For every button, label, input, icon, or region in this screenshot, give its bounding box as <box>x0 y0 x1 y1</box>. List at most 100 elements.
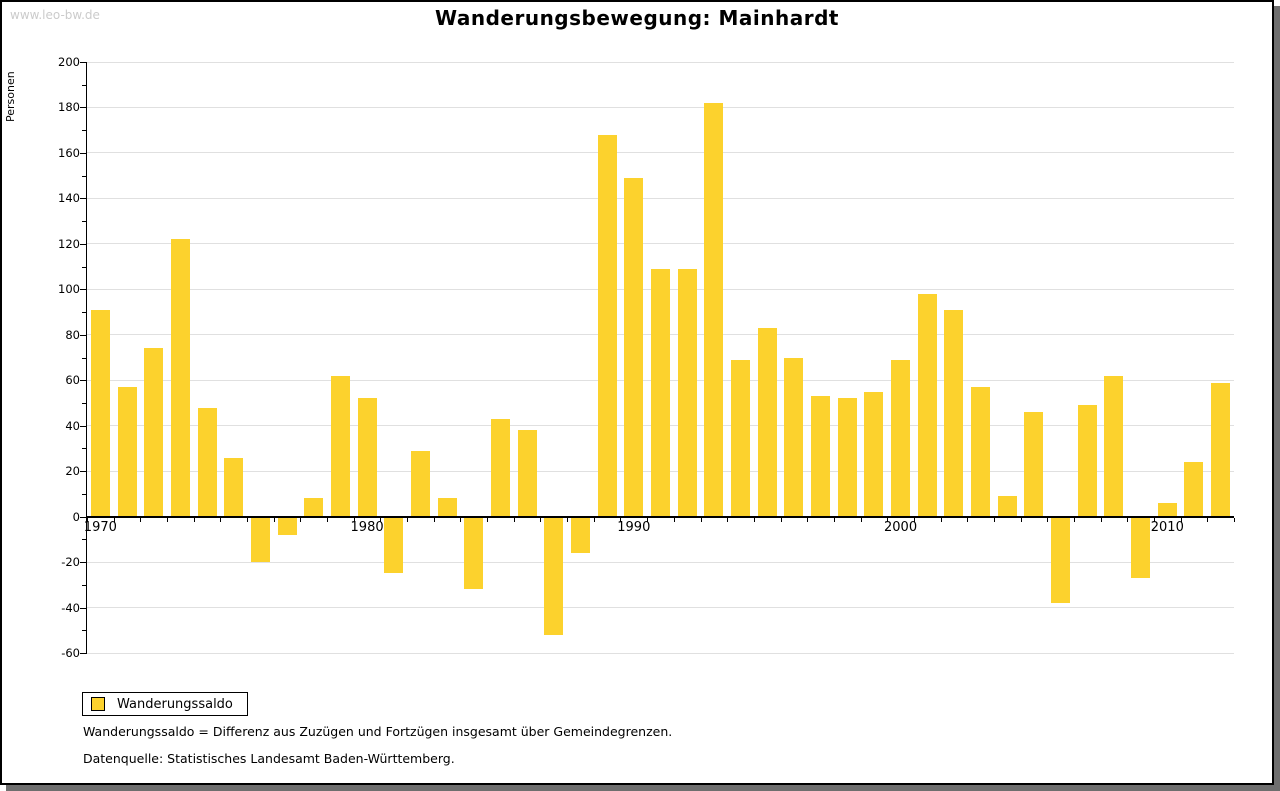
y-tick <box>80 607 86 609</box>
x-tick <box>87 517 88 522</box>
x-tick <box>380 517 382 522</box>
legend-label: Wanderungssaldo <box>117 696 233 712</box>
y-tick <box>80 471 86 473</box>
bar <box>224 457 244 517</box>
x-tick <box>727 517 729 522</box>
y-minor-tick <box>82 584 86 586</box>
y-minor-tick <box>82 130 86 132</box>
bar <box>1211 382 1231 517</box>
y-tick <box>80 62 86 63</box>
x-tick <box>780 517 782 522</box>
y-tick-label: 200 <box>58 55 80 69</box>
x-tick <box>1073 517 1075 522</box>
y-tick <box>80 653 86 654</box>
y-tick-label: 120 <box>58 236 80 251</box>
plot-area: 1970 1980 1990 2000 2010 <box>84 61 1235 654</box>
x-tick <box>300 517 302 522</box>
x-tick <box>673 517 675 522</box>
x-tick <box>273 517 275 522</box>
x-tick <box>647 517 649 522</box>
bar <box>384 516 404 574</box>
x-tick <box>913 517 915 522</box>
bar <box>677 268 697 517</box>
y-minor-tick <box>82 312 86 314</box>
y-tick <box>80 380 86 382</box>
x-tick <box>540 517 542 522</box>
x-tick <box>700 517 702 522</box>
y-tick <box>80 152 86 154</box>
gridline <box>87 243 1234 245</box>
bar <box>277 516 297 535</box>
bar <box>464 516 484 590</box>
x-tick-label: 1990 <box>617 519 651 535</box>
y-axis-title: Personen <box>4 71 17 122</box>
x-tick <box>860 517 862 522</box>
x-tick-label: 2000 <box>884 519 918 535</box>
bar <box>891 359 911 517</box>
bar <box>784 357 804 517</box>
y-tick <box>80 107 86 109</box>
bar <box>864 391 884 517</box>
y-tick-label: 140 <box>58 191 80 206</box>
bar <box>90 309 110 517</box>
y-minor-tick <box>82 84 86 86</box>
x-tick <box>460 517 462 522</box>
watermark: www.leo-bw.de <box>10 8 100 22</box>
bar <box>437 498 457 517</box>
bar <box>597 134 617 517</box>
x-tick <box>353 517 355 522</box>
gridline <box>87 197 1234 199</box>
gridline <box>87 607 1234 609</box>
gridline <box>87 152 1234 154</box>
bar <box>1051 516 1071 603</box>
x-tick <box>140 517 142 522</box>
x-tick <box>1207 517 1209 522</box>
x-axis-line <box>87 515 1234 518</box>
x-tick <box>220 517 222 522</box>
y-axis-line <box>86 62 87 654</box>
x-tick <box>753 517 755 522</box>
x-tick <box>1127 517 1129 522</box>
bar <box>1131 516 1151 578</box>
y-tick <box>80 562 86 564</box>
chart-title: Wanderungsbewegung: Mainhardt <box>435 6 839 30</box>
bar <box>197 407 217 517</box>
x-tick <box>1020 517 1022 522</box>
y-tick <box>80 425 86 427</box>
bar <box>971 387 991 517</box>
x-tick <box>513 517 515 522</box>
bar <box>357 398 377 517</box>
gridline <box>87 652 1234 654</box>
bar <box>757 327 777 517</box>
y-minor-tick <box>82 539 86 541</box>
y-tick <box>80 516 86 518</box>
bar <box>624 177 644 517</box>
bar <box>117 387 137 517</box>
footnote-source: Datenquelle: Statistisches Landesamt Bad… <box>83 751 455 766</box>
y-tick <box>80 289 86 291</box>
y-tick-label: 100 <box>58 282 80 297</box>
x-tick <box>193 517 195 522</box>
bar <box>1184 462 1204 517</box>
x-tick <box>433 517 435 522</box>
y-tick-label: 20 <box>65 464 80 479</box>
bar <box>1024 412 1044 517</box>
x-tick <box>1234 517 1235 522</box>
y-tick-label: -60 <box>61 646 80 660</box>
bar <box>170 239 190 517</box>
x-tick <box>167 517 169 522</box>
x-tick <box>620 517 622 522</box>
y-tick <box>80 243 86 245</box>
x-tick <box>833 517 835 522</box>
bar <box>544 516 564 635</box>
bar <box>1104 375 1124 517</box>
bar <box>570 516 590 553</box>
x-tick <box>887 517 889 522</box>
bar <box>917 293 937 517</box>
y-minor-tick <box>82 221 86 223</box>
x-tick <box>967 517 969 522</box>
footnote-definition: Wanderungssaldo = Differenz aus Zuzügen … <box>83 724 673 739</box>
x-tick-label: 2010 <box>1150 519 1184 535</box>
bar <box>1077 405 1097 517</box>
